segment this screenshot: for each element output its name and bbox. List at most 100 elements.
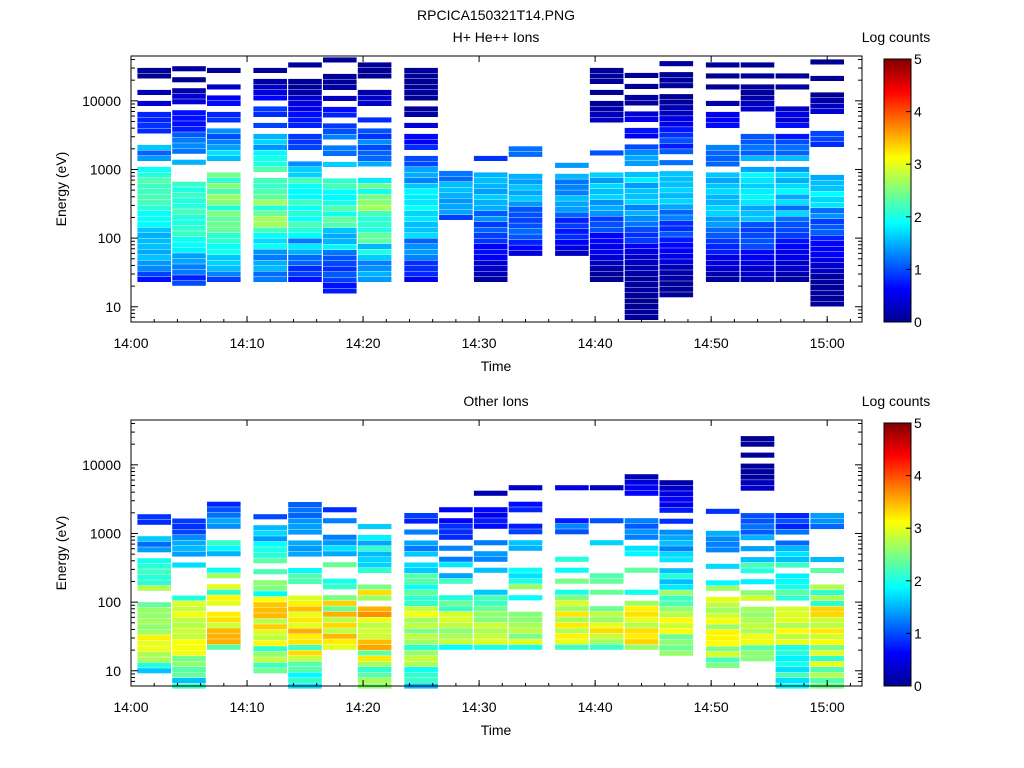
heatmap-cell — [253, 78, 287, 84]
heatmap-cell — [624, 298, 659, 304]
heatmap-cell — [137, 254, 171, 260]
heatmap-cell — [473, 600, 508, 606]
heatmap-cell — [555, 190, 589, 196]
heatmap-cell — [555, 217, 589, 223]
heatmap-cell — [589, 260, 624, 266]
heatmap-cell — [404, 639, 438, 645]
heatmap-cell — [775, 144, 810, 150]
heatmap-cell — [207, 254, 241, 260]
heatmap-cell — [137, 166, 171, 172]
heatmap-cell — [207, 188, 241, 194]
heatmap-cell — [555, 162, 589, 168]
heatmap-cell — [137, 150, 171, 156]
heatmap-cell — [624, 611, 659, 617]
heatmap-cell — [508, 595, 543, 601]
heatmap-cell — [555, 212, 589, 218]
heatmap-cell — [207, 172, 241, 178]
x-tick-label: 14:00 — [113, 699, 148, 715]
heatmap-cell — [172, 247, 206, 253]
heatmap-cell — [659, 601, 694, 607]
plot-frame — [130, 55, 863, 323]
heatmap-cell — [357, 265, 392, 271]
y-axis-label: Energy (eV) — [53, 152, 69, 227]
heatmap-cell — [357, 271, 392, 277]
heatmap-cell — [404, 205, 438, 211]
heatmap-cell — [439, 622, 473, 628]
heatmap-cell — [288, 84, 322, 90]
heatmap-cell — [589, 232, 624, 238]
heatmap-cell — [810, 202, 844, 208]
heatmap-cell — [357, 117, 392, 123]
heatmap-cell — [659, 573, 694, 579]
heatmap-cell — [624, 94, 659, 100]
heatmap-cell — [589, 205, 624, 211]
heatmap-cell — [589, 243, 624, 249]
x-tick-label: 14:10 — [230, 699, 265, 715]
heatmap-cell — [288, 507, 322, 513]
heatmap-cell — [172, 236, 206, 242]
heatmap-cell — [137, 514, 171, 520]
heatmap-cell — [810, 284, 844, 290]
heatmap-cell — [253, 183, 287, 189]
heatmap-cell — [705, 100, 740, 106]
heatmap-cell — [508, 501, 543, 507]
heatmap-cell — [740, 249, 775, 255]
heatmap-cell — [323, 227, 357, 233]
heatmap-cell — [659, 209, 694, 215]
heatmap-cell — [740, 205, 775, 211]
heatmap-cell — [589, 221, 624, 227]
heatmap-cell — [740, 254, 775, 260]
heatmap-cell — [508, 245, 543, 251]
heatmap-cell — [137, 651, 171, 657]
heatmap-cell — [810, 174, 844, 180]
heatmap-cell — [775, 249, 810, 255]
heatmap-cell — [253, 243, 287, 249]
heatmap-cell — [323, 260, 357, 266]
heatmap-cell — [137, 205, 171, 211]
heatmap-cell — [740, 518, 775, 524]
heatmap-cell — [172, 187, 206, 193]
heatmap-cell — [473, 155, 508, 161]
heatmap-cell — [810, 246, 844, 252]
heatmap-cell — [589, 276, 624, 282]
heatmap-cell — [137, 580, 171, 586]
heatmap-cell — [357, 183, 392, 189]
heatmap-cell — [659, 281, 694, 287]
heatmap-cell — [659, 551, 694, 557]
heatmap-cell — [288, 117, 322, 123]
heatmap-cell — [288, 639, 322, 645]
heatmap-cell — [439, 556, 473, 562]
heatmap-cell — [740, 535, 775, 541]
heatmap-cell — [207, 194, 241, 200]
heatmap-cell — [624, 111, 659, 117]
heatmap-cell — [172, 209, 206, 215]
heatmap-cell — [705, 144, 740, 150]
heatmap-cell — [288, 601, 322, 607]
heatmap-cell — [775, 678, 810, 684]
heatmap-cell — [172, 258, 206, 264]
heatmap-cell — [172, 601, 206, 607]
heatmap-cell — [207, 644, 241, 650]
heatmap-cell — [473, 205, 508, 211]
heatmap-cell — [357, 639, 392, 645]
heatmap-cell — [404, 562, 438, 568]
heatmap-cell — [740, 441, 775, 447]
heatmap-cell — [357, 89, 392, 95]
heatmap-cell — [172, 242, 206, 248]
x-tick-label: 14:50 — [694, 699, 729, 715]
heatmap-cell — [357, 557, 392, 563]
heatmap-cell — [288, 111, 322, 117]
heatmap-cell — [323, 95, 357, 101]
heatmap-cell — [357, 221, 392, 227]
heatmap-cell — [357, 628, 392, 634]
heatmap-cell — [473, 221, 508, 227]
heatmap-cell — [659, 617, 694, 623]
heatmap-cell — [659, 529, 694, 535]
heatmap-cell — [624, 567, 659, 573]
heatmap-cell — [555, 606, 589, 612]
heatmap-cell — [137, 100, 171, 106]
heatmap-cell — [705, 117, 740, 123]
heatmap-cell — [659, 535, 694, 541]
heatmap-cell — [253, 624, 287, 630]
heatmap-cell — [555, 633, 589, 639]
